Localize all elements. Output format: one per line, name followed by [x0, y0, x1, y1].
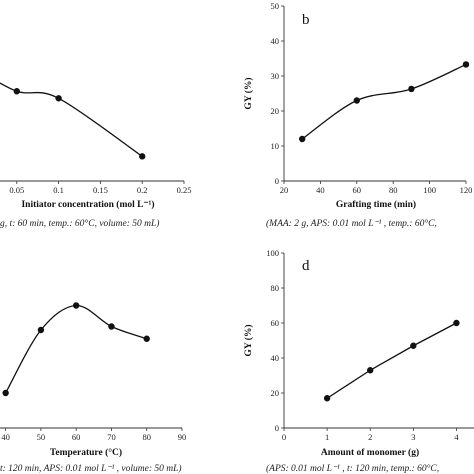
x-tick-label-c: 40 — [1, 432, 10, 442]
caption-b: (MAA: 2 g, APS: 0.01 mol L⁻¹ , temp.: 60… — [266, 218, 437, 229]
data-point-a — [55, 95, 62, 102]
y-tick-label-d: 60 — [271, 318, 280, 328]
y-tick-label-d: 40 — [271, 353, 280, 363]
x-tick-label-d: 1 — [325, 432, 329, 442]
data-point-c — [37, 326, 45, 334]
data-point-b — [462, 61, 470, 68]
x-tick-label-c: 50 — [37, 432, 46, 442]
caption-c: t: 120 min, APS: 0.01 mol L⁻¹ , volume: … — [0, 463, 182, 474]
x-tick-label-a: 0.1 — [53, 185, 64, 195]
x-axis-label-d: Amount of monomer (g) — [321, 447, 419, 458]
y-tick-label-b: 10 — [271, 141, 280, 151]
x-tick-label-b: 100 — [423, 185, 436, 195]
data-point-d — [410, 342, 417, 349]
y-tick-label-b: 20 — [271, 106, 280, 116]
data-point-b — [299, 135, 306, 143]
series-line-b — [301, 63, 467, 140]
data-point-d — [323, 395, 331, 402]
data-point-d — [453, 319, 460, 327]
x-tick-label-c: 70 — [107, 432, 116, 442]
caption-d: (APS: 0.01 mol L⁻¹ , t: 120 min, temp.: … — [266, 463, 439, 474]
x-tick-label-b: 40 — [316, 185, 325, 195]
x-axis-label-b: Grafting time (min) — [336, 199, 416, 210]
y-tick-label-d: 100 — [266, 248, 279, 258]
x-tick-label-b: 80 — [389, 185, 398, 195]
x-tick-label-d: 3 — [411, 432, 415, 442]
data-point-c — [108, 323, 115, 330]
data-point-a — [139, 153, 146, 160]
x-tick-label-a: 0.15 — [93, 185, 108, 195]
x-tick-label-b: 60 — [353, 185, 362, 195]
x-axis-label-a: Initiator concentration (mol L⁻¹) — [21, 199, 154, 210]
x-tick-label-a: 0.25 — [177, 185, 192, 195]
y-axis-label-b: GY (%) — [243, 77, 254, 109]
x-tick-label-b: 20 — [280, 185, 289, 195]
x-tick-label-c: 60 — [72, 432, 81, 442]
data-point-d — [367, 367, 374, 374]
panel-letter-d: d — [302, 258, 310, 274]
data-point-b — [408, 85, 415, 93]
y-tick-label-b: 50 — [271, 1, 280, 11]
series-line-c — [5, 304, 147, 394]
x-tick-label-d: 4 — [454, 432, 459, 442]
y-tick-label-d: 0 — [275, 423, 279, 433]
x-tick-label-c: 80 — [142, 432, 151, 442]
x-tick-label-d: 2 — [368, 432, 372, 442]
x-tick-label-c: 90 — [178, 432, 187, 442]
x-tick-label-d: 0 — [282, 432, 286, 442]
y-tick-label-b: 0 — [275, 176, 279, 186]
y-tick-label-d: 80 — [271, 283, 280, 293]
y-tick-label-b: 40 — [271, 36, 280, 46]
data-point-b — [353, 97, 360, 104]
y-tick-label-b: 30 — [271, 71, 280, 81]
caption-a: g, t: 60 min, temp.: 60°C, volume: 50 mL… — [0, 218, 159, 229]
data-point-a — [13, 88, 20, 95]
series-line-a — [0, 82, 143, 157]
series-line-d — [326, 322, 457, 399]
y-axis-label-d: GY (%) — [243, 324, 254, 356]
panel-letter-b: b — [302, 12, 310, 28]
data-point-c — [143, 335, 150, 342]
x-tick-label-a: 0.2 — [137, 185, 148, 195]
data-point-c — [72, 302, 80, 309]
x-tick-label-a: 0.05 — [9, 185, 24, 195]
data-point-c — [2, 389, 9, 397]
x-axis-label-c: Temperature (°C) — [50, 447, 122, 458]
y-tick-label-d: 20 — [271, 388, 280, 398]
x-tick-label-b: 120 — [460, 185, 473, 195]
